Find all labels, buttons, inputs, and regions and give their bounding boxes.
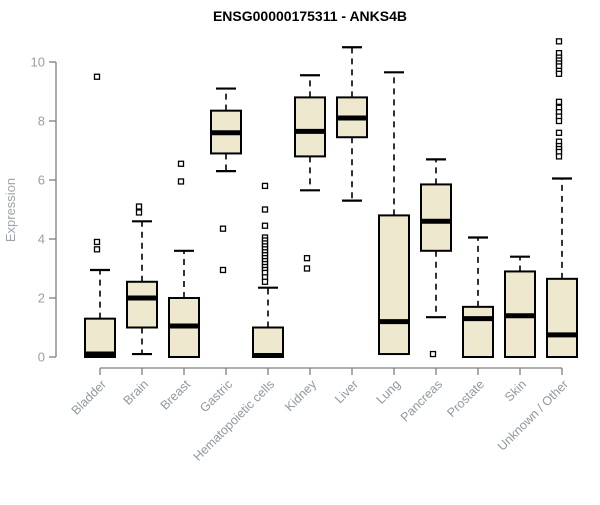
x-tick-label: Liver — [332, 377, 361, 406]
y-tick-label: 10 — [31, 55, 45, 70]
x-tick-label: Unknown / Other — [495, 377, 571, 453]
box-group — [126, 203, 158, 356]
box — [84, 317, 116, 358]
box-group — [378, 71, 410, 356]
outlier-point — [219, 266, 227, 274]
box — [462, 305, 494, 359]
y-tick-label: 4 — [38, 232, 45, 247]
box — [546, 277, 578, 359]
outlier-point — [555, 98, 563, 105]
outlier-point — [261, 278, 269, 285]
outlier-point — [261, 222, 269, 229]
chart-title: ENSG00000175311 - ANKS4B — [213, 8, 407, 24]
outlier-point — [261, 182, 269, 190]
box-group — [84, 73, 116, 358]
y-tick-label: 6 — [38, 173, 45, 188]
x-tick-label: Lung — [374, 377, 404, 407]
outlier-point — [177, 160, 185, 167]
outlier-point — [429, 350, 437, 358]
box-group — [336, 46, 368, 202]
outlier-point — [303, 265, 311, 272]
outlier-point — [555, 129, 563, 136]
box-group — [504, 255, 536, 359]
outlier-point — [135, 203, 143, 210]
y-tick-label: 2 — [38, 291, 45, 306]
box-group — [294, 74, 326, 272]
x-tick-label: Bladder — [69, 377, 109, 417]
outlier-point — [555, 153, 563, 160]
box — [420, 183, 452, 252]
outlier-point — [93, 238, 101, 246]
outlier-point — [177, 178, 185, 185]
outlier-point — [303, 255, 311, 262]
box-group — [168, 160, 200, 358]
plot-area — [84, 38, 578, 359]
box-group — [462, 236, 494, 359]
box-group — [252, 182, 284, 359]
x-tick-label: Prostate — [444, 377, 487, 420]
y-tick-label: 8 — [38, 114, 45, 129]
outlier-point — [555, 70, 563, 77]
y-tick-label: 0 — [38, 350, 45, 365]
x-tick-label: Brain — [121, 377, 152, 408]
box — [378, 214, 410, 356]
x-tick-label: Skin — [502, 377, 529, 404]
box — [252, 326, 284, 358]
y-axis-label: Expression — [3, 178, 18, 242]
outlier-point — [93, 246, 101, 253]
box — [294, 96, 326, 158]
outlier-point — [555, 38, 563, 45]
x-tick-label: Kidney — [282, 377, 319, 414]
box-group — [546, 38, 578, 359]
x-tick-label: Breast — [158, 377, 194, 413]
outlier-point — [135, 209, 143, 216]
outlier-point — [555, 117, 563, 125]
box-group — [210, 87, 242, 274]
outlier-point — [219, 225, 227, 232]
x-tick-label: Pancreas — [398, 377, 445, 424]
box-group — [420, 158, 452, 358]
box — [126, 280, 158, 329]
outlier-point — [93, 73, 101, 80]
x-tick-label: Hematopoietic cells — [191, 377, 278, 464]
outlier-point — [261, 206, 269, 213]
x-tick-label: Gastric — [197, 377, 235, 415]
